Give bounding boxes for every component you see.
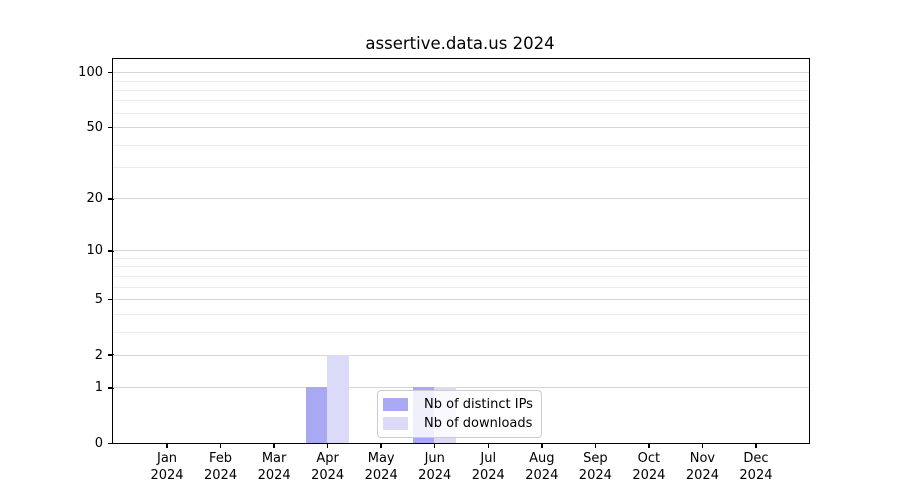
x-tick-aug	[541, 443, 543, 448]
gridline-minor-3	[113, 331, 809, 333]
legend-label-distinct-ips: Nb of distinct IPs	[424, 396, 533, 412]
gridline-minor-7	[113, 275, 809, 277]
x-tick-label-jun: Jun 2024	[403, 450, 467, 484]
y-tick-1	[108, 387, 114, 389]
x-tick-label-apr: Apr 2024	[296, 450, 360, 484]
x-tick-year-apr: 2024	[311, 468, 345, 483]
x-tick-year-nov: 2024	[685, 468, 719, 483]
x-tick-year-oct: 2024	[632, 468, 666, 483]
x-tick-jul	[487, 443, 490, 448]
y-tick-label-5: 5	[94, 292, 103, 308]
y-tick-label-20: 20	[86, 191, 103, 207]
y-tick-2	[108, 354, 114, 356]
x-tick-jan	[166, 443, 168, 448]
x-tick-year-mar: 2024	[257, 468, 291, 483]
x-tick-year-may: 2024	[364, 468, 398, 483]
x-tick-year-jan: 2024	[150, 468, 184, 483]
legend-swatch-downloads	[383, 416, 408, 430]
x-tick-feb	[219, 443, 222, 448]
gridline-minor-80	[113, 89, 809, 91]
y-tick-50	[108, 126, 114, 129]
x-tick-month-sep: Sep	[583, 451, 608, 466]
legend-label-downloads: Nb of downloads	[424, 415, 533, 431]
y-tick-label-50: 50	[86, 120, 103, 136]
gridline-minor-60	[113, 112, 809, 114]
x-tick-month-jan: Jan	[157, 451, 178, 466]
x-tick-year-feb: 2024	[204, 468, 238, 483]
gridline-100	[113, 72, 809, 74]
x-tick-may	[380, 443, 382, 448]
x-tick-month-aug: Aug	[529, 451, 555, 466]
x-tick-label-dec: Dec 2024	[724, 450, 788, 484]
legend: Nb of distinct IPs Nb of downloads	[377, 390, 542, 438]
gridline-1	[113, 387, 809, 389]
x-tick-label-jul: Jul 2024	[456, 450, 520, 484]
y-tick-label-10: 10	[86, 243, 103, 259]
gridline-minor-8	[113, 266, 809, 268]
gridline-20	[113, 198, 809, 200]
y-tick-5	[108, 298, 114, 301]
legend-swatch-distinct-ips	[383, 397, 408, 411]
y-tick-label-2: 2	[94, 347, 103, 363]
x-tick-dec	[755, 443, 757, 448]
x-tick-month-jun: Jun	[424, 451, 445, 466]
x-tick-mar	[273, 443, 275, 448]
x-tick-year-sep: 2024	[578, 468, 612, 483]
x-tick-apr	[326, 443, 329, 448]
y-tick-label-0: 0	[94, 436, 103, 451]
y-tick-100	[108, 71, 114, 74]
x-tick-year-jul: 2024	[471, 468, 505, 483]
x-tick-label-aug: Aug 2024	[510, 450, 574, 484]
y-tick-10	[108, 250, 114, 252]
x-tick-month-mar: Mar	[261, 451, 287, 466]
x-tick-sep	[594, 443, 597, 448]
x-tick-year-jun: 2024	[418, 468, 452, 483]
x-tick-label-may: May 2024	[349, 450, 413, 484]
gridline-minor-9	[113, 257, 809, 259]
x-tick-month-jul: Jul	[480, 451, 497, 466]
grid-layer	[113, 59, 809, 443]
x-tick-year-dec: 2024	[739, 468, 773, 483]
x-tick-month-may: May	[367, 451, 395, 466]
x-tick-month-dec: Dec	[743, 451, 769, 466]
x-tick-label-mar: Mar 2024	[242, 450, 306, 484]
bar-downloads-apr	[327, 354, 349, 443]
x-tick-month-apr: Apr	[316, 451, 339, 466]
y-tick-20	[108, 198, 114, 200]
gridline-10	[113, 250, 809, 252]
x-tick-label-sep: Sep 2024	[563, 450, 627, 484]
x-tick-month-feb: Feb	[209, 451, 233, 466]
gridline-minor-70	[113, 100, 809, 102]
x-tick-month-nov: Nov	[689, 451, 716, 466]
gridline-minor-4	[113, 313, 809, 315]
gridline-50	[113, 127, 809, 129]
y-tick-label-100: 100	[78, 65, 103, 81]
x-tick-label-nov: Nov 2024	[670, 450, 734, 484]
legend-item-downloads: Nb of downloads	[383, 414, 533, 432]
x-tick-month-oct: Oct	[637, 451, 661, 466]
x-tick-label-oct: Oct 2024	[617, 450, 681, 484]
x-tick-jun	[433, 443, 436, 448]
gridline-5	[113, 299, 809, 301]
x-tick-nov	[701, 443, 704, 448]
bars-layer	[113, 59, 809, 443]
gridline-2	[113, 354, 809, 356]
bar-distinct-ips-apr	[305, 387, 328, 443]
chart-title: assertive.data.us 2024	[365, 34, 555, 53]
x-tick-year-aug: 2024	[525, 468, 559, 483]
y-tick-label-1: 1	[94, 380, 103, 396]
y-tick-0	[108, 442, 114, 445]
x-tick-oct	[648, 443, 650, 448]
gridline-minor-40	[113, 144, 809, 146]
gridline-minor-6	[113, 286, 809, 288]
legend-item-distinct-ips: Nb of distinct IPs	[383, 395, 533, 413]
x-tick-label-feb: Feb 2024	[189, 450, 253, 484]
plot-area: Nb of distinct IPs Nb of downloads	[112, 58, 810, 444]
gridline-minor-90	[113, 80, 809, 82]
gridline-minor-30	[113, 167, 809, 169]
x-tick-label-jan: Jan 2024	[135, 450, 199, 484]
